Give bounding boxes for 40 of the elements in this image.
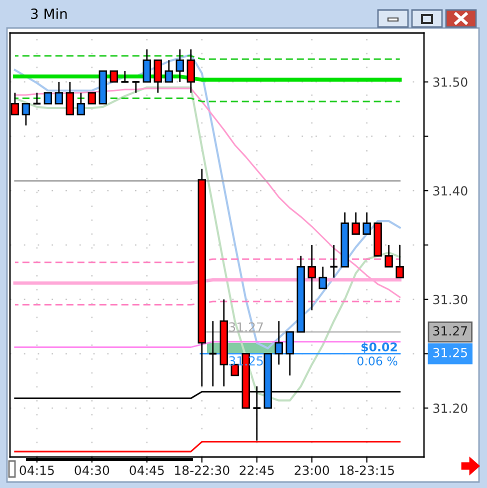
candlestick — [308, 244, 316, 311]
candlestick — [286, 331, 294, 376]
x-tick-label: 04:45 — [130, 466, 164, 476]
annotation: 0.06 % — [357, 356, 398, 366]
line-series — [14, 86, 401, 402]
candlestick — [142, 48, 152, 83]
annotation: $0.02 — [362, 342, 397, 353]
candlestick — [176, 48, 184, 83]
x-tick-label: 18-22:30 — [175, 466, 230, 476]
y-tick-label: 31.30 — [433, 294, 468, 304]
x-tick-label: 22:45 — [240, 466, 274, 476]
candlestick — [352, 212, 360, 235]
candlestick — [88, 92, 96, 104]
candlestick — [274, 320, 283, 366]
line-series — [14, 88, 401, 298]
y-tick-label: 31.20 — [433, 404, 468, 414]
candlestick — [164, 59, 173, 83]
candlestick — [120, 70, 130, 83]
candlestick — [76, 92, 86, 116]
y-tick-label: 31.50 — [433, 77, 468, 87]
ref-line-label: 31.27 — [433, 326, 467, 336]
y-tick-label: 31.40 — [433, 186, 468, 196]
candlestick — [44, 92, 52, 104]
candlestick — [384, 244, 393, 268]
candlestick — [318, 266, 327, 290]
x-tick-label: 23:00 — [294, 466, 330, 476]
chart-title: 3 Min — [31, 8, 67, 20]
ref-line-label: 31.25 — [433, 348, 467, 358]
candlestick — [154, 59, 162, 94]
candlestick — [362, 212, 371, 235]
candlestick — [110, 70, 118, 83]
x-tick-label: 04:15 — [20, 466, 54, 476]
x-tick-label: 18-23:15 — [340, 466, 394, 476]
candlestick — [66, 81, 74, 116]
candlestick — [396, 244, 404, 278]
candlestick — [186, 48, 195, 94]
candlestick — [131, 81, 140, 94]
candlestick — [54, 81, 64, 104]
x-tick-label: 04:30 — [74, 466, 110, 476]
candlestick — [22, 102, 30, 126]
